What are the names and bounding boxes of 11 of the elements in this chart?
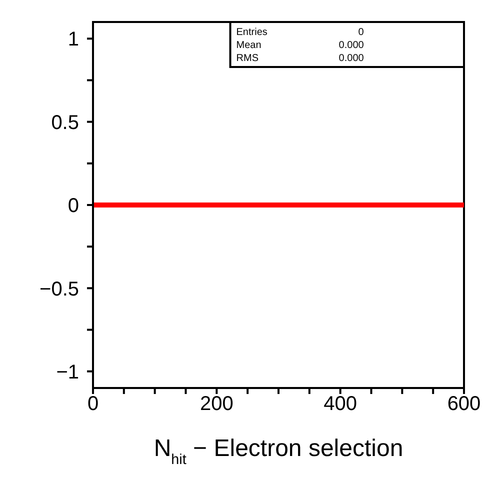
y-tick-label: 0 [68, 195, 79, 218]
y-tick-label: 0.5 [51, 112, 79, 134]
y-tick-label: −1 [56, 361, 79, 384]
x-tick-label: 400 [324, 393, 358, 416]
x-tick-label: 0 [87, 393, 99, 416]
y-tick-label: −0.5 [40, 278, 79, 300]
y-tick-label: 1 [68, 28, 79, 51]
x-axis-title: N$_{hit}$ − Electron selection [154, 435, 404, 468]
x-tick-label: 200 [200, 393, 234, 416]
x-tick-label: 600 [447, 393, 481, 416]
stats-box: Entries 0 Mean 0.000 RMS 0.000 [229, 21, 465, 68]
